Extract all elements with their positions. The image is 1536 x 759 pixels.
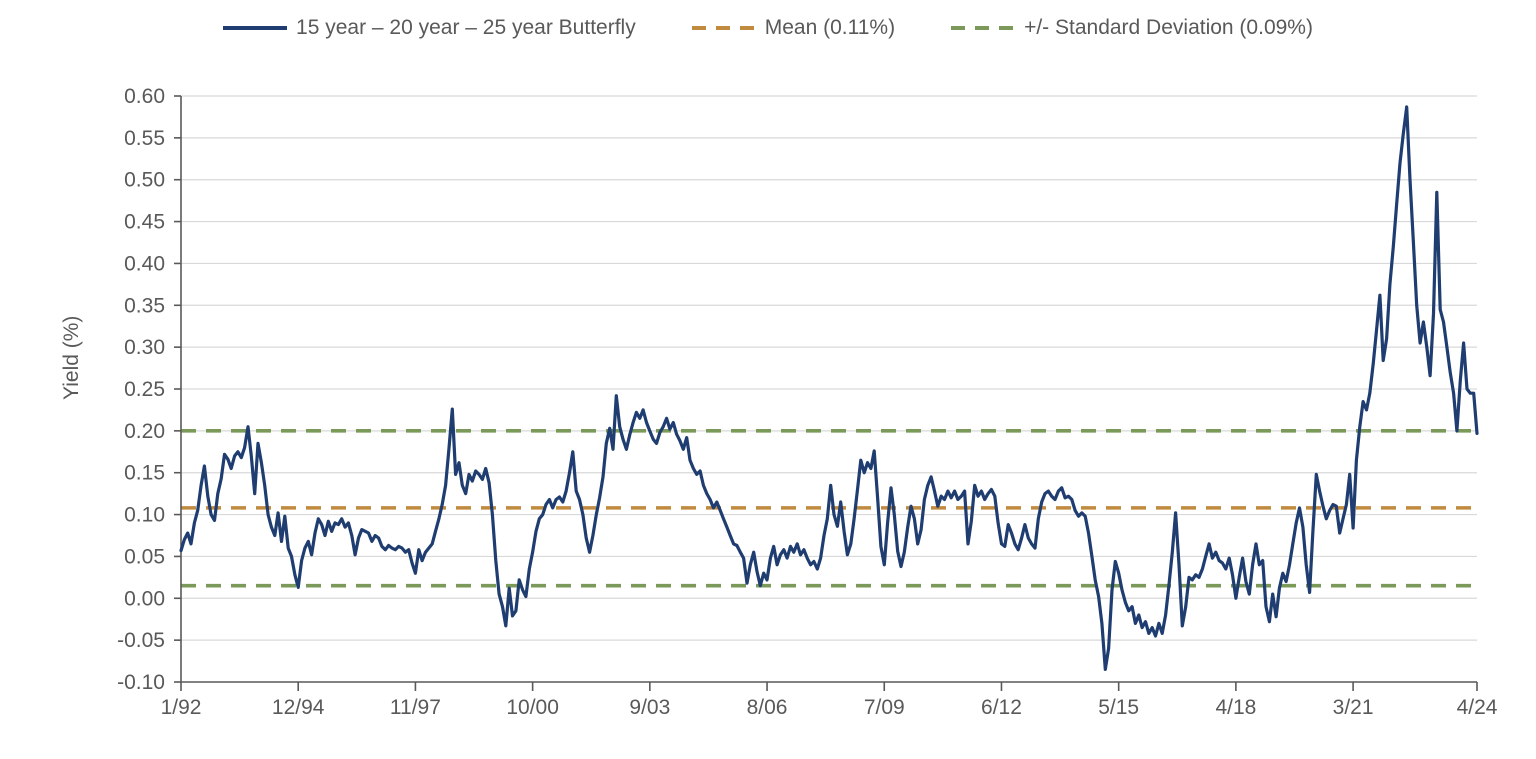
x-tick-label: 9/03 (629, 696, 670, 719)
y-tick-label: 0.20 (124, 420, 165, 443)
x-tick-label: 11/97 (390, 696, 441, 719)
x-tick-label: 6/12 (981, 696, 1022, 719)
legend-label-sd: +/- Standard Deviation (0.09%) (1024, 16, 1313, 39)
series-line-sample-icon (223, 26, 288, 30)
legend-item-mean: Mean (0.11%) (691, 16, 896, 40)
x-tick-label: 4/24 (1457, 696, 1498, 719)
legend-item-butterfly: 15 year – 20 year – 25 year Butterfly (223, 16, 636, 40)
chart-legend: 15 year – 20 year – 25 year Butterfly Me… (0, 16, 1536, 40)
y-tick-label: -0.05 (117, 629, 165, 652)
x-tick-label: 10/00 (506, 696, 559, 719)
legend-label-butterfly: 15 year – 20 year – 25 year Butterfly (296, 16, 636, 39)
y-tick-label: 0.40 (124, 252, 165, 275)
y-tick-label: 0.35 (124, 294, 165, 317)
x-tick-label: 8/06 (747, 696, 788, 719)
x-tick-label: 7/09 (864, 696, 905, 719)
x-tick-label: 3/21 (1333, 696, 1374, 719)
y-tick-label: 0.60 (124, 85, 165, 108)
legend-item-sd: +/- Standard Deviation (0.09%) (951, 16, 1313, 40)
y-tick-label: 0.50 (124, 169, 165, 192)
y-tick-label: 0.45 (124, 211, 165, 234)
sd-dash-sample-icon (951, 26, 1016, 30)
x-tick-label: 12/94 (272, 696, 325, 719)
x-tick-label: 4/18 (1215, 696, 1256, 719)
x-tick-label: 5/15 (1098, 696, 1139, 719)
y-tick-label: 0.15 (124, 462, 165, 485)
y-tick-label: 0.30 (124, 336, 165, 359)
y-tick-label: 0.10 (124, 504, 165, 527)
y-tick-label: 0.25 (124, 378, 165, 401)
y-tick-label: 0.00 (124, 587, 165, 610)
x-tick-label: 1/92 (161, 696, 202, 719)
butterfly-series-line (179, 105, 1479, 672)
y-tick-label: 0.05 (124, 545, 165, 568)
y-tick-label: -0.10 (117, 671, 165, 694)
legend-label-mean: Mean (0.11%) (764, 16, 896, 39)
mean-dash-sample-icon (691, 26, 756, 30)
y-tick-label: 0.55 (124, 127, 165, 150)
